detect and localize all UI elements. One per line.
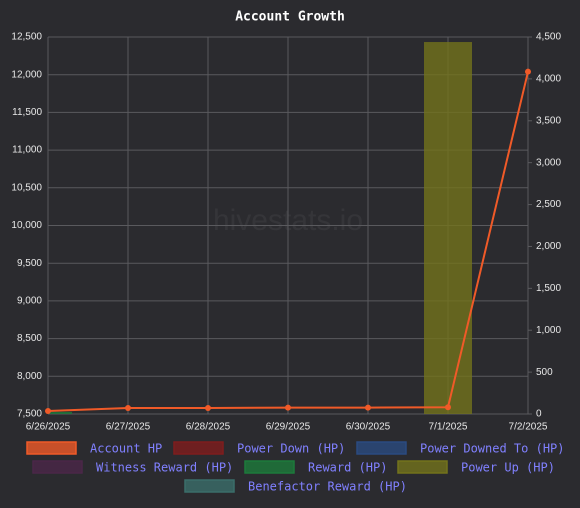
y-tick-label: 11,000 [12, 145, 42, 156]
y2-tick-label: 0 [536, 409, 542, 420]
legend-label: Account HP [90, 442, 162, 456]
legend-swatch [244, 460, 295, 474]
y2-tick-label: 2,000 [536, 241, 561, 252]
legend-swatch [173, 441, 224, 455]
y-tick-label: 9,000 [17, 296, 42, 307]
legend-label: Power Down (HP) [237, 442, 345, 456]
y-tick-label: 8,500 [17, 333, 42, 344]
point [285, 404, 291, 411]
bar [424, 42, 472, 414]
x-tick-label: 6/28/2025 [186, 422, 231, 433]
legend-swatch [26, 441, 77, 455]
legend-label: Reward (HP) [308, 461, 387, 475]
point [445, 404, 451, 411]
y-tick-label: 11,500 [12, 107, 42, 118]
y-tick-label: 8,000 [17, 371, 42, 382]
legend-label: Power Downed To (HP) [420, 442, 565, 456]
x-tick-label: 6/30/2025 [346, 422, 391, 433]
y2-tick-label: 4,000 [536, 74, 561, 85]
point [205, 404, 211, 411]
y2-tick-label: 3,000 [536, 157, 561, 168]
y-tick-label: 7,500 [17, 409, 42, 420]
point [125, 404, 131, 411]
bar [48, 411, 72, 414]
legend-label: Witness Reward (HP) [96, 461, 233, 475]
y2-tick-label: 4,500 [536, 32, 561, 43]
y2-tick-label: 500 [536, 367, 553, 378]
y-tick-label: 9,500 [17, 258, 42, 269]
legend-swatch [356, 441, 407, 455]
point [365, 404, 371, 411]
y-tick-label: 12,000 [11, 69, 42, 80]
x-tick-label: 6/27/2025 [106, 422, 151, 433]
legend-label: Power Up (HP) [461, 461, 555, 475]
point [45, 407, 51, 414]
legend-label: Benefactor Reward (HP) [248, 480, 407, 494]
y-tick-label: 12,500 [11, 32, 42, 43]
point [525, 68, 531, 75]
plot-area [48, 42, 472, 414]
legend-swatch [397, 460, 448, 474]
x-tick-label: 6/29/2025 [266, 422, 311, 433]
x-tick-label: 6/26/2025 [26, 422, 71, 433]
y-tick-label: 10,000 [11, 220, 42, 231]
y-tick-label: 10,500 [11, 182, 42, 193]
y2-tick-label: 1,000 [536, 325, 561, 336]
legend-swatch [32, 460, 83, 474]
x-tick-label: 7/1/2025 [429, 422, 468, 433]
x-tick-label: 7/2/2025 [509, 422, 548, 433]
legend-swatch [184, 479, 235, 493]
chart-title: Account Growth [235, 10, 345, 25]
y2-tick-label: 1,500 [536, 283, 561, 294]
y2-tick-label: 2,500 [536, 199, 561, 210]
y2-tick-label: 3,500 [536, 115, 561, 126]
